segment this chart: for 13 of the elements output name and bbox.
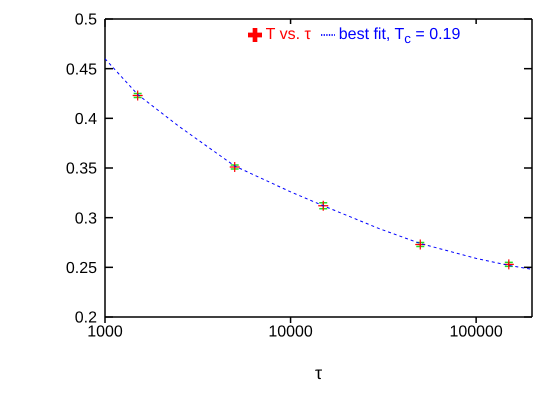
y-tick-label: 0.35 [66,160,98,178]
y-tick-label: 0.45 [66,61,98,78]
legend-label: T vs. τ [266,26,311,43]
point [132,90,144,102]
y-tick-label: 0.25 [66,260,98,278]
y-tick-label: 0.3 [74,210,98,228]
x-axis-title: τ [314,363,322,383]
y-tick-label: 0.4 [74,111,98,128]
x-tick-label: 10000 [268,323,313,340]
legend-label: best fit, T$_{c}$ = 0.19 [338,26,460,46]
x-tick-label: 100000 [449,323,503,340]
point [503,258,514,270]
y-tick-label: 0.5 [74,12,98,29]
